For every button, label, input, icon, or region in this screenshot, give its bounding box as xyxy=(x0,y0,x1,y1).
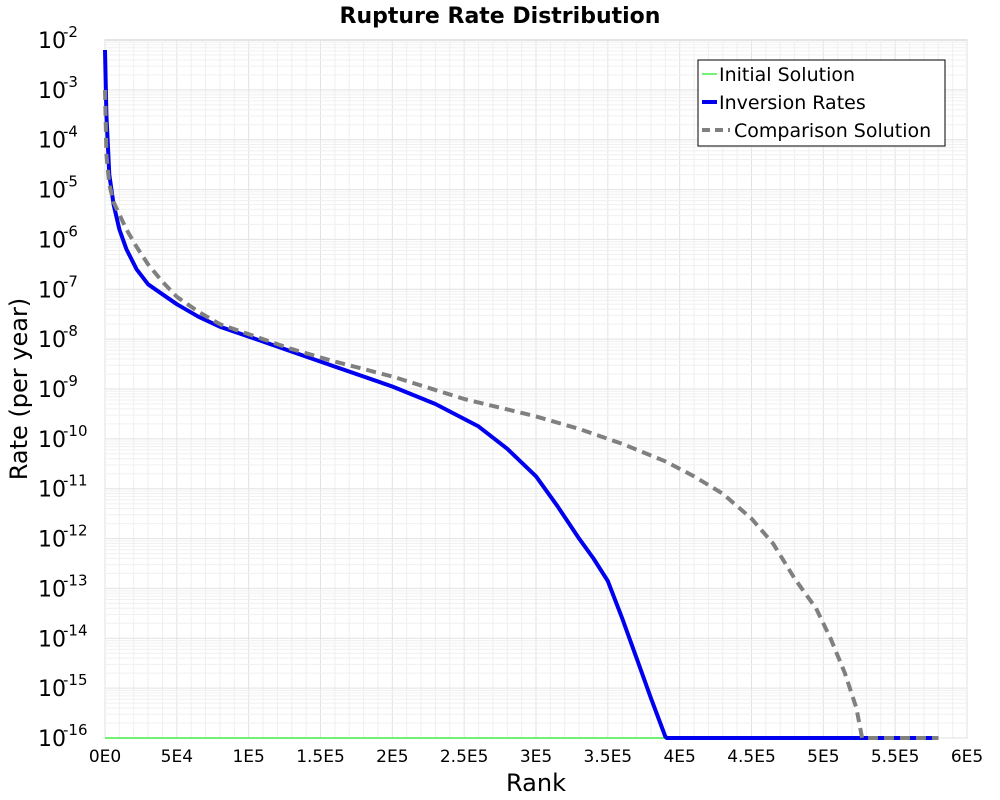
x-tick-label: 3.5E5 xyxy=(584,747,633,767)
series-line-comparison-solution xyxy=(103,89,939,740)
y-tick-label: 10-6 xyxy=(38,222,78,253)
y-tick-exponent: -12 xyxy=(63,522,88,540)
y-axis-label: Rate (per year) xyxy=(5,298,33,480)
y-tick-label: 10-13 xyxy=(38,571,88,602)
series-layer xyxy=(103,49,939,740)
legend: Initial Solution Inversion Rates Compari… xyxy=(697,59,946,147)
y-tick-label: 10-12 xyxy=(38,522,88,553)
y-tick-base: 10 xyxy=(38,29,66,54)
y-tick-base: 10 xyxy=(38,727,66,752)
y-tick-base: 10 xyxy=(38,129,66,154)
y-tick-label: 10-3 xyxy=(38,73,78,104)
y-tick-exponent: -8 xyxy=(63,322,78,340)
y-tick-exponent: -13 xyxy=(63,571,88,589)
y-tick-base: 10 xyxy=(38,627,66,652)
y-tick-exponent: -4 xyxy=(63,123,78,141)
y-tick-base: 10 xyxy=(38,328,66,353)
y-tick-exponent: -7 xyxy=(63,272,78,290)
y-tick-label: 10-10 xyxy=(38,422,88,453)
y-tick-exponent: -15 xyxy=(63,671,88,689)
y-tick-base: 10 xyxy=(38,228,66,253)
y-tick-base: 10 xyxy=(38,79,66,104)
y-tick-label: 10-14 xyxy=(38,621,88,652)
y-tick-exponent: -5 xyxy=(63,173,78,191)
x-tick-label: 1E5 xyxy=(232,747,264,767)
y-tick-exponent: -10 xyxy=(63,422,88,440)
y-tick-exponent: -16 xyxy=(63,721,88,739)
x-tick-label: 3E5 xyxy=(520,747,552,767)
x-tick-label: 6E5 xyxy=(951,747,983,767)
grid xyxy=(104,40,968,739)
x-tick-label: 2.5E5 xyxy=(440,747,489,767)
x-tick-label: 0E0 xyxy=(89,747,121,767)
y-tick-base: 10 xyxy=(38,428,66,453)
y-tick-label: 10-16 xyxy=(38,721,88,752)
y-tick-label: 10-8 xyxy=(38,322,78,353)
legend-label-inversion-rates: Inversion Rates xyxy=(719,92,866,114)
y-tick-label: 10-7 xyxy=(38,272,78,303)
y-tick-exponent: -6 xyxy=(63,222,78,240)
y-tick-label: 10-2 xyxy=(38,23,78,54)
legend-box xyxy=(697,59,946,147)
y-tick-label: 10-4 xyxy=(38,123,78,154)
y-tick-base: 10 xyxy=(38,528,66,553)
x-tick-labels: 0E0 5E4 1E5 1.5E5 2E5 2.5E5 3E5 3.5E5 4E5 4.5E5 5E… xyxy=(89,747,983,767)
x-tick-label: 5E5 xyxy=(807,747,839,767)
x-tick-label: 5.5E5 xyxy=(871,747,920,767)
y-tick-base: 10 xyxy=(38,677,66,702)
y-tick-label: 10-5 xyxy=(38,173,78,204)
y-tick-exponent: -3 xyxy=(63,73,78,91)
series-line-inversion-rates xyxy=(103,49,939,740)
y-tick-exponent: -9 xyxy=(63,372,78,390)
y-tick-base: 10 xyxy=(38,577,66,602)
y-tick-base: 10 xyxy=(38,478,66,503)
x-axis-label: Rank xyxy=(506,769,566,797)
x-tick-label: 4.5E5 xyxy=(727,747,776,767)
y-tick-labels: 10-210-310-410-510-610-710-810-910-1010-… xyxy=(38,23,88,752)
legend-label-initial-solution: Initial Solution xyxy=(719,64,855,86)
y-tick-label: 10-11 xyxy=(38,472,88,503)
y-tick-base: 10 xyxy=(38,179,66,204)
y-tick-label: 10-9 xyxy=(38,372,78,403)
y-tick-exponent: -11 xyxy=(63,472,88,490)
chart-title: Rupture Rate Distribution xyxy=(340,4,661,29)
x-tick-label: 4E5 xyxy=(663,747,695,767)
x-tick-label: 5E4 xyxy=(161,747,193,767)
y-tick-exponent: -2 xyxy=(63,23,78,41)
y-tick-base: 10 xyxy=(38,278,66,303)
x-tick-label: 2E5 xyxy=(376,747,408,767)
y-tick-label: 10-15 xyxy=(38,671,88,702)
y-tick-base: 10 xyxy=(38,378,66,403)
y-tick-exponent: -14 xyxy=(63,621,88,639)
x-tick-label: 1.5E5 xyxy=(296,747,345,767)
legend-label-comparison-solution: Comparison Solution xyxy=(734,120,931,142)
